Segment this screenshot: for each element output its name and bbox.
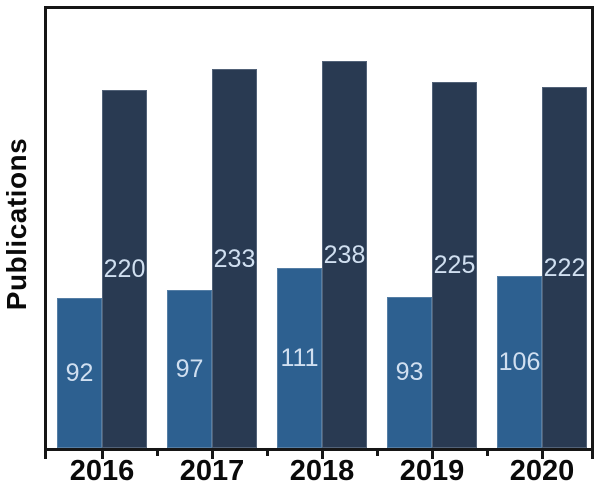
bar-light-blue-series-2018 [277,267,322,448]
bar-dark-navy-series-2018 [322,61,367,448]
bar-dark-navy-series-2016 [102,90,147,448]
x-minor-tick-0 [155,451,159,456]
bar-light-blue-series-2019 [387,296,432,448]
x-tick-label-2020: 2020 [509,455,575,487]
x-corner-tick-right [591,451,594,459]
x-major-tick-2017 [210,451,214,459]
plot-area: 92 220 97 233 111 238 93 225 106 222 [47,9,591,448]
x-major-tick-2019 [430,451,434,459]
x-minor-tick-1 [265,451,269,456]
x-tick-label-2018: 2018 [289,455,355,487]
x-minor-tick-2 [375,451,379,456]
y-axis-label: Publications [1,137,32,311]
bar-dark-navy-series-2017 [212,69,257,448]
x-corner-tick-left [44,451,47,459]
x-major-tick-2020 [540,451,544,459]
x-minor-tick-3 [485,451,489,456]
x-tick-label-2019: 2019 [399,455,465,487]
bar-light-blue-series-2020 [497,275,542,448]
x-tick-label-2017: 2017 [179,455,245,487]
bar-light-blue-series-2017 [167,290,212,448]
bar-light-blue-series-2016 [57,298,102,448]
bar-dark-navy-series-2019 [432,82,477,448]
x-tick-label-2016: 2016 [69,455,135,487]
x-major-tick-2016 [100,451,104,459]
plot-frame: 92 220 97 233 111 238 93 225 106 222 [44,6,594,451]
bar-dark-navy-series-2020 [542,87,587,448]
x-major-tick-2018 [320,451,324,459]
